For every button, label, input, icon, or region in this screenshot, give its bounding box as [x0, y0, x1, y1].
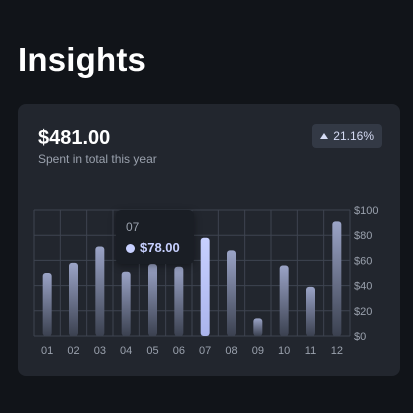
x-tick-label: 01 [41, 345, 53, 357]
bar-07[interactable] [200, 237, 210, 336]
x-tick-label: 09 [252, 345, 264, 357]
spending-card: $481.00 Spent in total this year 21.16% … [18, 104, 400, 376]
x-tick-label: 04 [120, 345, 132, 357]
x-tick-label: 10 [278, 345, 290, 357]
bar-11[interactable] [306, 286, 315, 336]
change-percent: 21.16% [333, 129, 374, 143]
change-badge: 21.16% [312, 124, 382, 148]
tooltip-month: 07 [126, 220, 140, 234]
bar-05[interactable] [148, 264, 157, 336]
x-tick-label: 12 [331, 345, 343, 357]
bar-12[interactable] [332, 221, 342, 336]
y-tick-label: $40 [354, 281, 372, 293]
x-tick-label: 11 [305, 345, 316, 357]
x-tick-label: 07 [199, 345, 211, 357]
bar-02[interactable] [69, 262, 78, 336]
chart-bars [42, 221, 342, 336]
y-tick-label: $80 [354, 230, 372, 242]
bar-03[interactable] [95, 246, 105, 336]
bar-06[interactable] [174, 266, 184, 336]
bar-10[interactable] [279, 265, 289, 336]
y-tick-label: $60 [354, 255, 372, 267]
bar-04[interactable] [121, 271, 131, 336]
tooltip-amount: $78.00 [140, 240, 180, 255]
y-axis-labels: $0 $20 $40 $60 $80 $100 [354, 205, 378, 343]
y-tick-label: $100 [354, 205, 378, 217]
monthly-spending-chart: 01 02 03 04 05 06 07 08 09 10 11 12 $0$20$40$60$80$… [33, 205, 378, 357]
x-tick-label: 02 [67, 345, 79, 357]
x-tick-label: 06 [173, 345, 185, 357]
x-tick-label: 08 [225, 345, 237, 357]
tooltip-dot-icon [126, 244, 135, 253]
triangle-up-icon [320, 133, 329, 139]
page-title: Insights [18, 41, 147, 78]
bar-tooltip: 07 $78.00 [116, 210, 194, 264]
bar-09[interactable] [253, 318, 263, 336]
x-axis-labels: 01 02 03 04 05 06 07 08 09 10 11 12 [41, 345, 343, 357]
x-tick-label: 05 [146, 345, 158, 357]
total-spent: $481.00 [38, 127, 111, 149]
y-tick-label: $0 [354, 331, 366, 343]
total-caption: Spent in total this year [38, 152, 157, 166]
bar-01[interactable] [42, 273, 52, 336]
y-tick-label: $20 [354, 306, 372, 318]
x-tick-label: 03 [94, 345, 106, 357]
bar-08[interactable] [227, 250, 236, 336]
